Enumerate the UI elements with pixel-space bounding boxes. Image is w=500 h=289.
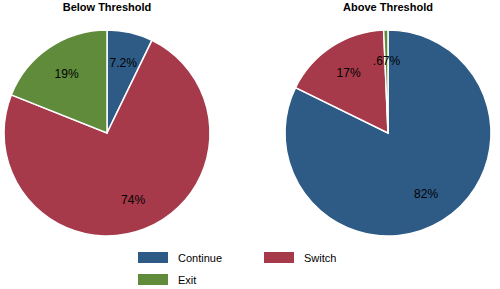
pie-slice — [384, 30, 388, 133]
legend-swatch — [264, 252, 294, 263]
pie-slice — [11, 30, 107, 133]
legend-label: Exit — [178, 274, 196, 286]
chart-canvas: 7.2% 74% 19% Below Threshold Continue Switch E… — [0, 0, 500, 289]
chart-title: Above Threshold — [343, 1, 433, 13]
data-label: 82% — [414, 187, 438, 201]
legend-label: Switch — [304, 252, 336, 264]
pie-slice — [285, 30, 491, 236]
legend-swatch — [138, 274, 168, 285]
legend: Continue Switch Exit — [138, 252, 336, 286]
data-label: 7.2% — [109, 56, 137, 70]
pie-chart: 82% 17% .67% — [285, 30, 491, 236]
pie-slice — [296, 30, 388, 133]
data-label: 19% — [55, 67, 79, 81]
pie-chart: 7.2% 74% 19% — [4, 30, 210, 236]
legend-swatch — [138, 252, 168, 263]
legend-label: Continue — [178, 252, 222, 264]
data-label: 74% — [121, 193, 145, 207]
data-label: 17% — [337, 66, 361, 80]
chart-title: Below Threshold — [63, 1, 152, 13]
data-label: .67% — [373, 54, 401, 68]
